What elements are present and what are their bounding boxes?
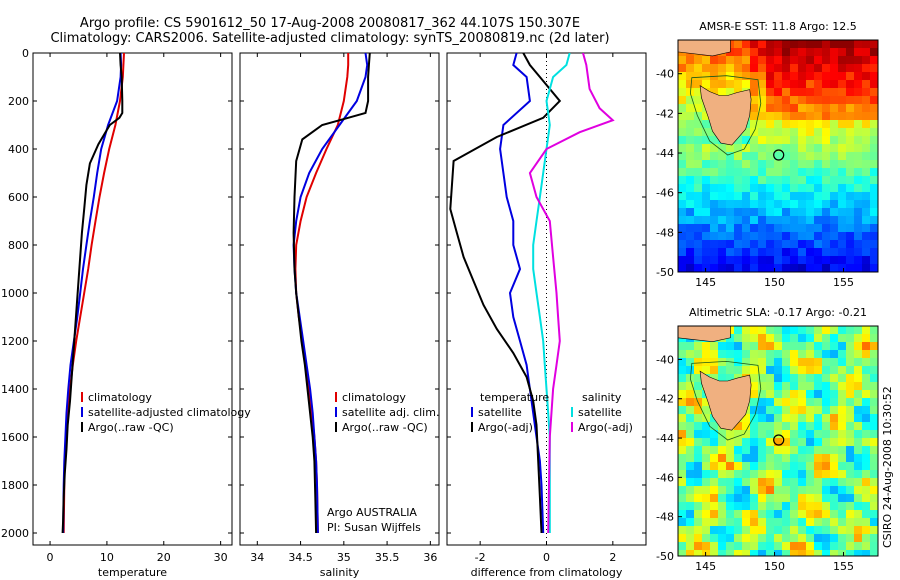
panel-1-x-label: temperature	[98, 566, 167, 579]
annotation-text: PI: Susan Wijffels	[327, 521, 421, 534]
annotation-text: Argo AUSTRALIA	[327, 506, 417, 519]
sst-map-title: AMSR-E SST: 11.8 Argo: 12.5	[699, 20, 857, 33]
legend-label: satellite	[578, 406, 622, 419]
depth-tick-label: 1400	[1, 383, 29, 396]
map-y-tick-label: -48	[656, 226, 674, 239]
map-y-tick-label: -44	[656, 147, 674, 160]
panel-1-x-tick-label: 30	[214, 551, 228, 564]
map-y-tick-label: -46	[656, 471, 674, 484]
map-x-tick-label: 155	[833, 560, 854, 573]
map-y-tick-label: -40	[656, 68, 674, 81]
depth-tick-label: 0	[22, 47, 29, 60]
depth-tick-label: 400	[8, 143, 29, 156]
map-y-tick-label: -50	[656, 266, 674, 279]
panel-3-x-label: difference from climatology	[471, 566, 623, 579]
map-x-tick-label: 150	[764, 276, 785, 289]
panel-2-x-tick-label: 34	[250, 551, 264, 564]
legend-label: Argo(-adj)	[578, 421, 633, 434]
series-line-satellite-adj-clim-	[292, 53, 369, 534]
panel-1-x-tick-label: 10	[100, 551, 114, 564]
series-line-salinity-satellite	[532, 53, 571, 533]
panel-2-x-tick-label: 34.5	[288, 551, 313, 564]
legend-label: satellite-adjusted climatology	[88, 406, 251, 419]
panel-3-x-tick-label: -2	[475, 551, 486, 564]
depth-tick-label: 200	[8, 95, 29, 108]
depth-tick-label: 800	[8, 239, 29, 252]
panel-3-x-tick-label: 0	[543, 551, 550, 564]
series-line-salinity-argo-adj-	[528, 53, 615, 534]
series-line-argo-raw-qc-	[292, 53, 371, 534]
series-line-argo-raw-qc-	[61, 53, 124, 534]
series-line-temperature-satellite	[499, 53, 545, 534]
tasmania-land	[699, 85, 752, 146]
figure-title-line2: Climatology: CARS2006. Satellite-adjuste…	[50, 31, 610, 46]
bathymetry-contour	[689, 75, 762, 156]
map-frame	[677, 39, 879, 273]
map-x-tick-label: 150	[764, 560, 785, 573]
panel-1-x-tick-label: 20	[157, 551, 171, 564]
series-line-satellite-adjusted-climatology	[62, 53, 123, 534]
panel-1-axes-box	[32, 52, 233, 546]
sla-map-field	[678, 326, 878, 556]
panel-3-x-tick-label: 2	[609, 551, 616, 564]
panel-2-x-tick-label: 35	[337, 551, 351, 564]
panel-2-x-tick-label: 36	[423, 551, 437, 564]
series-line-temperature-argo-adj-	[449, 53, 562, 534]
depth-tick-label: 1600	[1, 431, 29, 444]
map-y-tick-label: -42	[656, 393, 674, 406]
legend-header: temperature	[480, 391, 549, 404]
legend-label: satellite	[478, 406, 522, 419]
bathymetry-contour	[689, 360, 762, 441]
tasmania-land	[699, 370, 752, 431]
argo-float-marker	[773, 149, 785, 161]
legend-label: climatology	[342, 391, 406, 404]
depth-tick-label: 1800	[1, 479, 29, 492]
panel-1-x-tick-label: 0	[47, 551, 54, 564]
map-frame	[677, 325, 879, 557]
legend-header: salinity	[582, 391, 622, 404]
map-y-tick-label: -46	[656, 187, 674, 200]
legend-label: satellite adj. clim.	[342, 406, 439, 419]
series-line-climatology	[62, 53, 125, 534]
map-y-tick-label: -40	[656, 353, 674, 366]
panel-3-axes-box	[446, 52, 647, 546]
map-y-tick-label: -44	[656, 432, 674, 445]
depth-tick-label: 1000	[1, 287, 29, 300]
figure-title-line1: Argo profile: CS 5901612_50 17-Aug-2008 …	[79, 16, 581, 31]
legend-label: Argo(..raw -QC)	[342, 421, 428, 434]
sst-map-field	[678, 40, 878, 272]
legend-label: Argo(-adj)	[478, 421, 533, 434]
map-y-tick-label: -50	[656, 550, 674, 563]
map-x-tick-label: 145	[695, 560, 716, 573]
panel-2-x-label: salinity	[320, 566, 360, 579]
sla-map-title: Altimetric SLA: -0.17 Argo: -0.21	[689, 306, 867, 319]
legend-label: climatology	[88, 391, 152, 404]
map-x-tick-label: 145	[695, 276, 716, 289]
map-y-tick-label: -48	[656, 511, 674, 524]
panel-2-axes-box	[239, 52, 440, 546]
depth-tick-label: 2000	[1, 527, 29, 540]
depth-tick-label: 1200	[1, 335, 29, 348]
argo-float-marker	[773, 434, 785, 446]
map-y-tick-label: -42	[656, 107, 674, 120]
depth-tick-label: 600	[8, 191, 29, 204]
legend-label: Argo(..raw -QC)	[88, 421, 174, 434]
map-x-tick-label: 155	[833, 276, 854, 289]
panel-2-x-tick-label: 35.5	[375, 551, 400, 564]
